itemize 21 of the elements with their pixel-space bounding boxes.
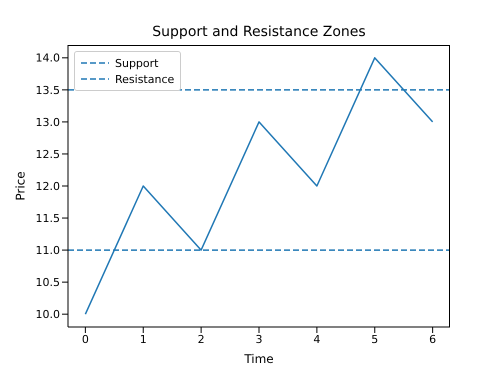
x-tick-label: 0: [82, 332, 89, 346]
x-tick-label: 5: [371, 332, 378, 346]
y-tick-label: 11.0: [36, 244, 60, 257]
y-tick-label: 10.5: [36, 276, 60, 290]
legend-label: Support: [115, 56, 158, 70]
x-tick-label: 2: [198, 332, 205, 346]
y-tick-label: 12.0: [36, 180, 60, 193]
x-tick-label: 3: [256, 332, 262, 346]
x-tick-label: 6: [429, 332, 436, 346]
legend-label: Resistance: [115, 72, 174, 86]
y-tick-label: 13.5: [36, 84, 60, 97]
y-tick-label: 13.0: [36, 116, 60, 129]
y-axis-title: Price: [13, 171, 28, 201]
chart-title: Support and Resistance Zones: [151, 24, 367, 40]
x-axis-title: Time: [243, 352, 274, 366]
y-tick-label: 12.5: [36, 148, 60, 161]
x-tick-label: 4: [313, 332, 320, 346]
y-tick-label: 14.0: [36, 52, 60, 65]
y-tick-label: 10.0: [36, 308, 60, 322]
x-tick-label: 1: [140, 332, 147, 346]
y-tick-label: 11.5: [36, 212, 60, 225]
